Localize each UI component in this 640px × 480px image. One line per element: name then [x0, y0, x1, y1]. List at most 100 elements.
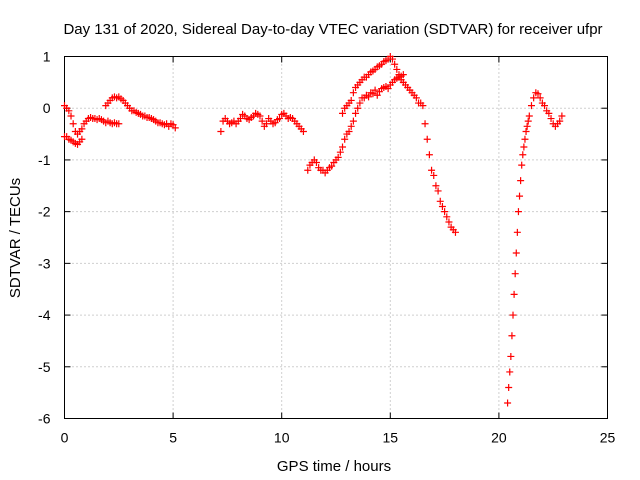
data-point: [516, 192, 524, 200]
data-point: [412, 94, 420, 102]
data-point: [369, 90, 377, 98]
data-point: [432, 182, 440, 190]
data-point: [69, 120, 77, 128]
data-point: [512, 249, 520, 257]
data-point: [336, 148, 344, 156]
data-point: [545, 109, 553, 117]
x-tick-label: 5: [169, 430, 177, 446]
data-point: [506, 368, 514, 376]
data-point: [522, 127, 530, 135]
data-point: [510, 290, 518, 298]
data-point: [347, 122, 355, 130]
series-track-3: [102, 93, 179, 132]
data-point: [78, 125, 86, 133]
data-point: [236, 115, 244, 123]
data-point: [518, 161, 526, 169]
x-tick-label: 25: [600, 430, 616, 446]
y-tick-label: -5: [38, 359, 51, 375]
x-tick-label: 20: [491, 430, 507, 446]
chart-title: Day 131 of 2020, Sidereal Day-to-day VTE…: [63, 21, 602, 38]
data-point: [505, 383, 513, 391]
data-point: [558, 112, 566, 120]
data-point: [547, 115, 555, 123]
series-track-5: [304, 71, 407, 177]
data-point: [514, 208, 522, 216]
data-point: [339, 109, 347, 117]
x-tick-label: 15: [383, 430, 399, 446]
data-point: [352, 109, 360, 117]
data-point: [78, 135, 86, 143]
data-point: [341, 135, 349, 143]
data-point: [365, 93, 373, 101]
data-point: [530, 94, 538, 102]
data-point: [349, 89, 357, 97]
data-point: [391, 60, 399, 68]
data-point: [328, 162, 336, 170]
data-point: [520, 143, 528, 151]
data-point: [388, 55, 396, 63]
data-point: [67, 112, 75, 120]
data-point: [438, 202, 446, 210]
data-point: [511, 270, 519, 278]
data-point: [445, 218, 453, 226]
data-point: [347, 96, 355, 104]
y-tick-label: -6: [38, 411, 51, 427]
data-point: [434, 187, 442, 195]
data-point: [536, 94, 544, 102]
x-axis-label: GPS time / hours: [277, 458, 391, 475]
x-tick-label: 0: [61, 430, 69, 446]
data-point: [527, 102, 535, 110]
data-point: [436, 197, 444, 205]
y-tick-label: 0: [43, 100, 51, 116]
series-track-2: [61, 133, 86, 148]
data-point: [428, 166, 436, 174]
grid-layer: [64, 56, 608, 419]
data-point: [525, 112, 533, 120]
data-point: [371, 86, 379, 94]
data-point: [384, 85, 392, 93]
series-track-7: [504, 89, 566, 407]
data-point: [345, 127, 353, 135]
data-point: [395, 71, 403, 79]
data-point: [349, 117, 357, 125]
data-point: [519, 151, 527, 159]
y-axis-label: SDTVAR / TECUs: [7, 178, 24, 298]
data-point: [451, 228, 459, 236]
y-tick-label: -3: [38, 255, 51, 271]
data-point: [524, 117, 532, 125]
data-point: [523, 122, 531, 130]
data-point: [443, 213, 451, 221]
data-point: [419, 102, 427, 110]
y-tick-label: -4: [38, 307, 51, 323]
data-point: [217, 127, 225, 135]
data-point: [256, 112, 264, 120]
y-tick-label: -2: [38, 204, 51, 220]
data-point: [171, 124, 179, 132]
data-point: [65, 107, 73, 115]
marks-layer: [61, 53, 566, 407]
data-point: [556, 117, 564, 125]
y-tick-label: -1: [38, 152, 51, 168]
data-point: [304, 166, 312, 174]
data-point: [299, 127, 307, 135]
data-point: [339, 143, 347, 151]
data-point: [441, 208, 449, 216]
data-point: [312, 159, 320, 167]
data-point: [258, 117, 266, 125]
data-point: [262, 120, 270, 128]
data-point: [508, 332, 516, 340]
data-point: [509, 311, 517, 319]
data-point: [354, 104, 362, 112]
x-tick-label: 10: [274, 430, 290, 446]
data-point: [373, 91, 381, 99]
data-point: [513, 228, 521, 236]
data-point: [504, 399, 512, 407]
data-point: [421, 120, 429, 128]
data-point: [334, 153, 342, 161]
data-point: [521, 135, 529, 143]
data-point: [276, 115, 284, 123]
data-point: [430, 171, 438, 179]
series-track-6: [339, 53, 459, 236]
